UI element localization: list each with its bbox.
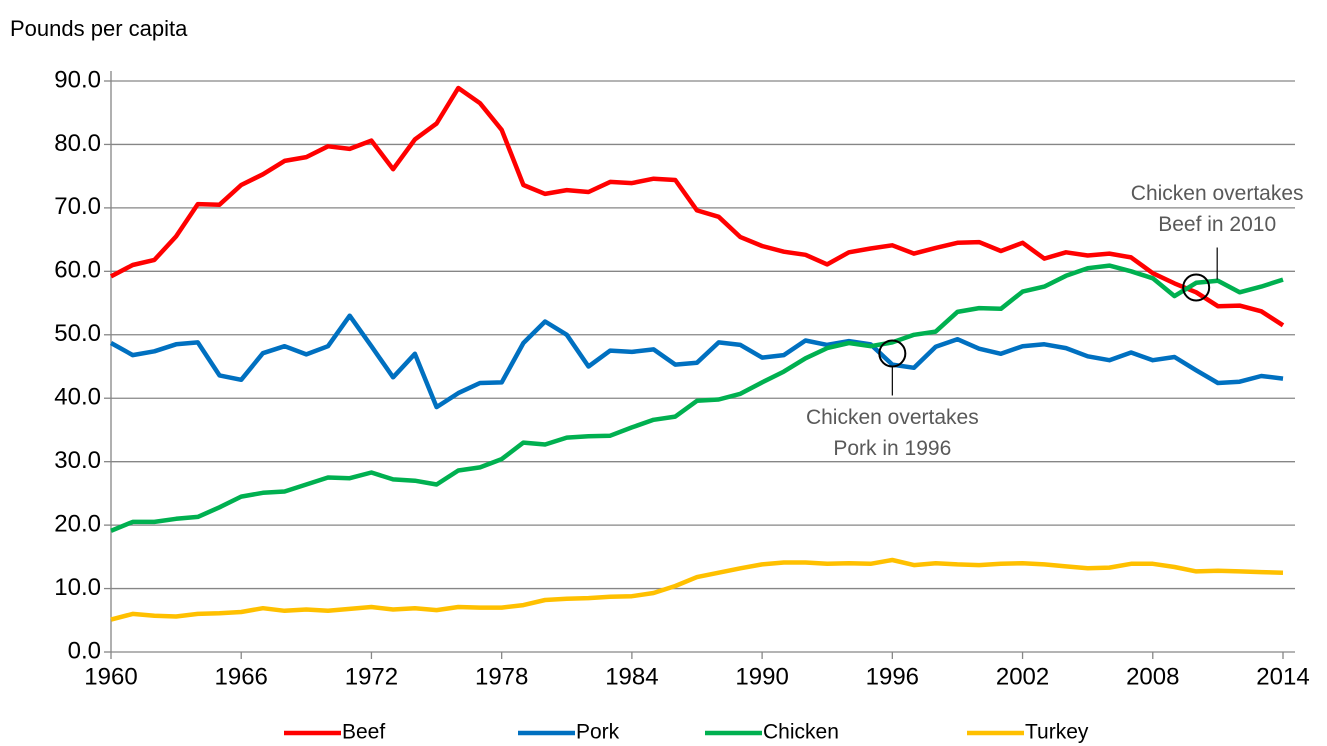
x-tick-label: 1990 [735, 663, 788, 690]
y-tick-label: 70.0 [54, 193, 101, 220]
annotation: Beef in 2010 [1158, 213, 1276, 236]
annotation: Pork in 1996 [833, 437, 951, 460]
legend-label: Turkey [1025, 721, 1089, 744]
y-tick-label: 0.0 [68, 637, 101, 664]
x-tick-label: 2014 [1256, 663, 1309, 690]
annotation-circle [1182, 273, 1211, 302]
series-line [109, 85, 1285, 328]
legend-label: Beef [342, 721, 385, 744]
y-tick-label: 60.0 [54, 257, 101, 284]
series-line [110, 557, 1284, 622]
annotation: Chicken overtakes [1131, 182, 1304, 205]
legend-label: Chicken [763, 721, 839, 744]
x-tick-label: 2002 [996, 663, 1049, 690]
y-tick-label: 10.0 [54, 574, 101, 601]
x-tick-label: 1996 [866, 663, 919, 690]
x-tick-label: 1960 [84, 663, 137, 690]
series-line [110, 263, 1284, 533]
y-tick-label: 90.0 [54, 66, 101, 93]
x-tick-label: 1984 [605, 663, 658, 690]
y-tick-label: 40.0 [54, 384, 101, 411]
legend-label: Pork [576, 721, 620, 744]
annotation: Chicken overtakes [806, 406, 979, 429]
x-tick-label: 1966 [215, 663, 268, 690]
y-tick-label: 20.0 [54, 510, 101, 537]
x-tick-label: 1978 [475, 663, 528, 690]
series-line [109, 313, 1284, 410]
y-tick-label: 50.0 [54, 320, 101, 347]
y-tick-label: 30.0 [54, 447, 101, 474]
x-tick-label: 2008 [1126, 663, 1179, 690]
y-axis-label: Pounds per capita [10, 16, 188, 41]
x-tick-label: 1972 [345, 663, 398, 690]
y-tick-label: 80.0 [54, 130, 101, 157]
